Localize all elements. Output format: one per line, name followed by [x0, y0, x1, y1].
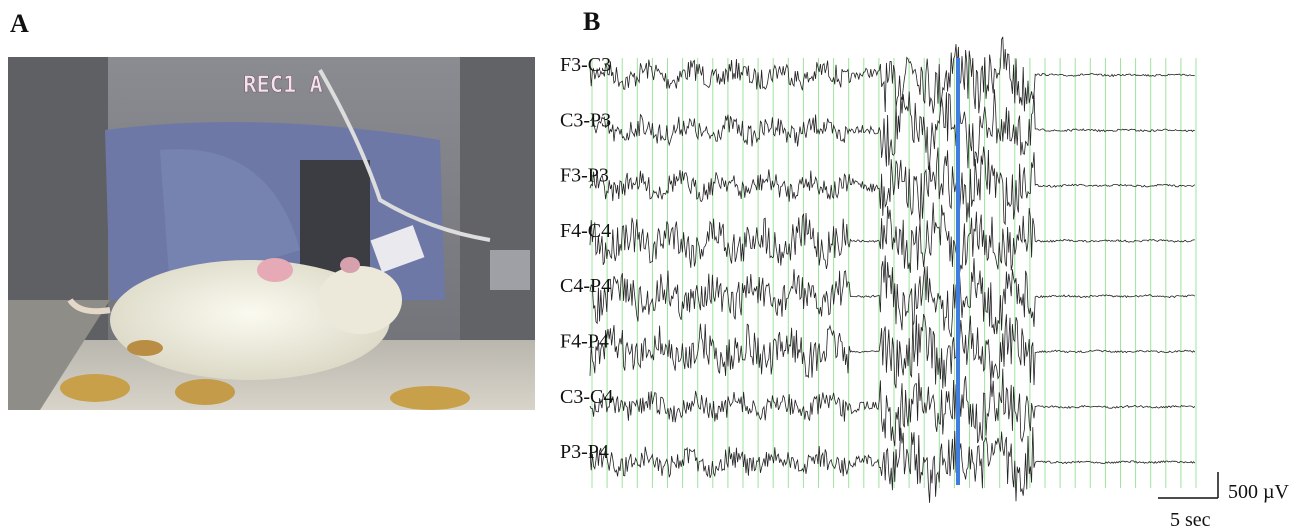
eeg-trace — [589, 368, 1196, 447]
eeg-trace — [589, 36, 1195, 114]
eeg-trace — [589, 202, 1195, 274]
photo: REC1 A — [8, 57, 535, 410]
panel-label: A — [10, 9, 29, 38]
eeg-grid — [591, 58, 1197, 488]
scale-amplitude: 500 µV — [1228, 481, 1290, 503]
eeg-trace — [589, 146, 1196, 226]
scale-bar: 500 µV 5 sec — [1158, 472, 1290, 531]
channel-label: F3-P3 — [560, 165, 609, 187]
channel-label: C4-P4 — [560, 275, 611, 297]
eeg-trace — [589, 255, 1196, 338]
panel-label: B — [583, 7, 600, 36]
eeg-trace — [589, 313, 1196, 389]
channel-label: F4-P4 — [560, 331, 609, 353]
photo-overlay-text: REC1 A — [243, 73, 322, 98]
channel-label: C3-P3 — [560, 109, 611, 131]
channel-label: P3-P4 — [560, 441, 609, 463]
eeg-trace — [589, 427, 1196, 503]
channel-label: F3-C3 — [560, 54, 611, 76]
channel-label: C3-C4 — [560, 386, 613, 408]
channel-label: F4-C4 — [560, 220, 611, 242]
channel-labels: F3-C3 C3-P3 F3-P3 F4-C4 C4-P4 F4-P4 C3-C4 P3-P4 — [560, 54, 613, 463]
scale-time: 5 sec — [1170, 509, 1211, 531]
eeg-trace — [589, 89, 1195, 170]
eeg-traces — [589, 36, 1196, 503]
